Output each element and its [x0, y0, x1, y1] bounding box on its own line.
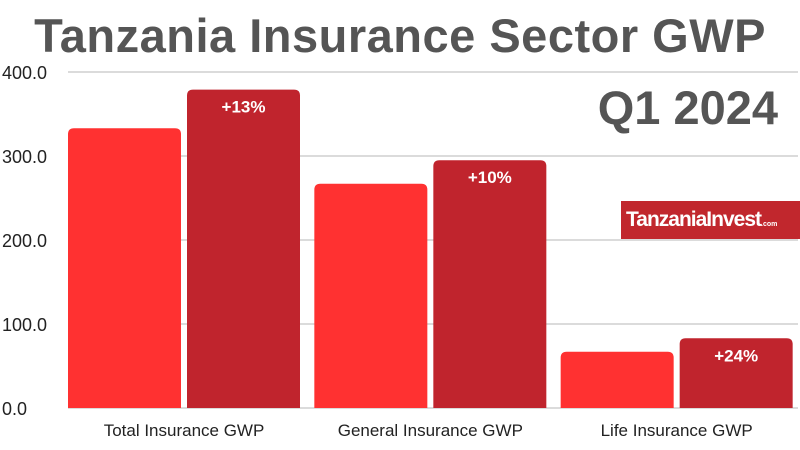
x-tick-label: General Insurance GWP — [338, 421, 523, 440]
bar — [433, 160, 547, 408]
bar-data-label: +13% — [222, 98, 266, 117]
bar-data-label: +10% — [468, 168, 512, 187]
x-tick-label: Life Insurance GWP — [601, 421, 753, 440]
tanzaniainvest-logo: TanzaniaInvest.com — [621, 201, 800, 239]
y-tick-label: 200.0 — [2, 231, 47, 251]
bar — [68, 128, 181, 408]
bar — [560, 351, 674, 408]
y-tick-label: 300.0 — [2, 147, 47, 167]
chart-subtitle: Q1 2024 — [597, 81, 778, 134]
bar — [679, 338, 793, 408]
x-tick-label: Total Insurance GWP — [104, 421, 265, 440]
bar — [187, 89, 300, 408]
logo-text: TanzaniaInvest — [626, 208, 762, 231]
y-tick-label: 100.0 — [2, 315, 47, 335]
bar-data-label: +24% — [714, 346, 758, 365]
logo-suffix: .com — [761, 221, 778, 228]
y-tick-label: 0.0 — [2, 399, 27, 419]
bar — [314, 183, 428, 408]
y-tick-label: 400.0 — [2, 63, 47, 83]
chart-title: Tanzania Insurance Sector GWP — [34, 9, 766, 62]
